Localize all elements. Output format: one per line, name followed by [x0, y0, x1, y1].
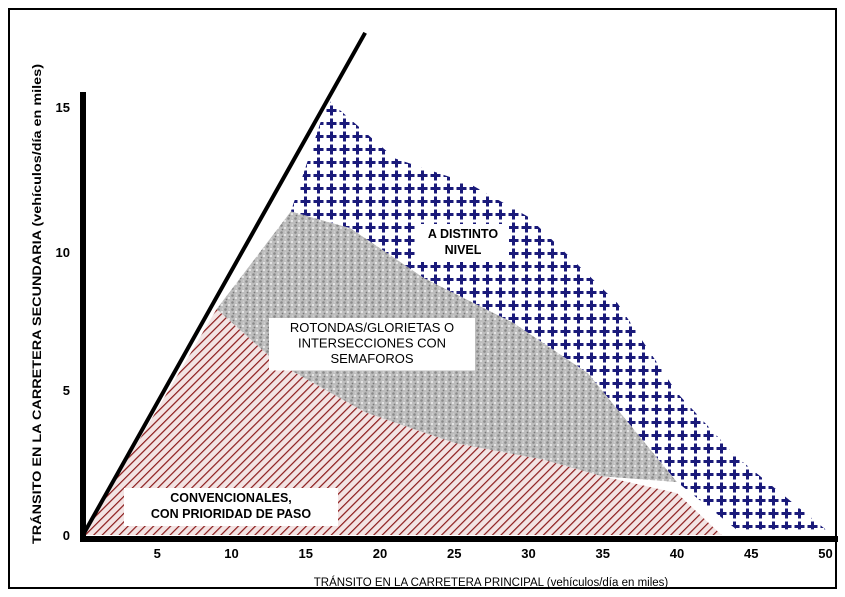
x-tick-label: 35 [596, 546, 610, 561]
zone-label-background [417, 224, 509, 262]
zone-label-convencionales: CONVENCIONALES, CON PRIORIDAD DE PASO [124, 488, 338, 526]
y-axis-label: TRÁNSITO EN LA CARRETERA SECUNDARIA (veh… [29, 64, 44, 544]
x-tick-label: 5 [154, 546, 161, 561]
zone-label-background [124, 488, 338, 526]
y-tick-label: 5 [63, 383, 70, 398]
region-a-distinto-nivel [290, 99, 826, 530]
y-tick-label: 10 [56, 245, 70, 260]
regions-layer [83, 99, 826, 535]
zone-label-line: ROTONDAS/GLORIETAS O [290, 320, 454, 335]
y-tick-labels: 0 5 10 15 [56, 100, 70, 543]
x-tick-label: 10 [224, 546, 238, 561]
x-tick-label: 45 [744, 546, 758, 561]
x-tick-label: 40 [670, 546, 684, 561]
y-tick-label: 0 [63, 528, 70, 543]
boundary-line [81, 31, 367, 536]
x-tick-label: 25 [447, 546, 461, 561]
zone-label-background [269, 318, 475, 371]
zone-label-line: CON PRIORIDAD DE PASO [151, 507, 311, 521]
zone-label-a-distinto-nivel: A DISTINTO NIVEL [417, 224, 509, 262]
zone-label-line: A DISTINTO [428, 227, 498, 241]
x-axis-label: TRÁNSITO EN LA CARRETERA PRINCIPAL (vehí… [314, 576, 669, 589]
y-tick-label: 15 [56, 100, 70, 115]
x-tick-label: 50 [818, 546, 832, 561]
region-convencionales [83, 309, 722, 535]
x-tick-label: 20 [373, 546, 387, 561]
x-tick-label: 30 [521, 546, 535, 561]
zone-label-line: SEMAFOROS [330, 351, 413, 366]
x-tick-label: 15 [299, 546, 313, 561]
zone-label-line: NIVEL [445, 243, 482, 257]
x-tick-labels: 5 10 15 20 25 30 35 40 45 50 [154, 546, 833, 561]
zone-label-line: INTERSECCIONES CON [298, 336, 446, 351]
zone-labels: CONVENCIONALES, CON PRIORIDAD DE PASO ROTO… [124, 224, 509, 526]
zone-label-line: CONVENCIONALES, [170, 491, 292, 505]
diagram-frame [8, 8, 837, 589]
